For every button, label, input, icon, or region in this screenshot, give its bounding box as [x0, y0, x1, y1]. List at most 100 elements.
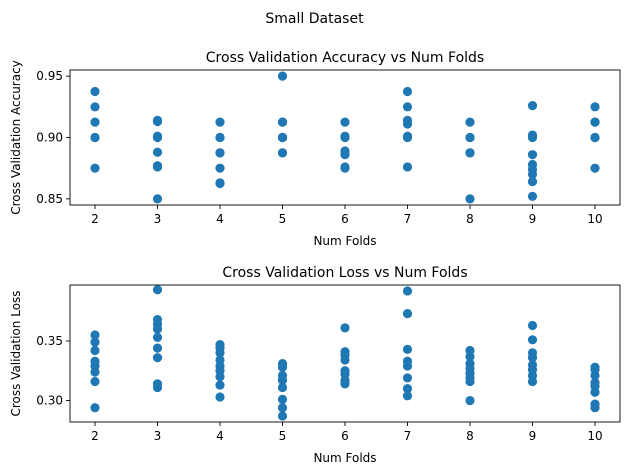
loss-point-57 [465, 395, 475, 406]
accuracy-point-2 [90, 117, 100, 127]
loss-point-59 [527, 335, 538, 345]
loss-point-12 [152, 332, 163, 343]
loss-point-46 [402, 361, 413, 371]
accuracy-point-21 [215, 178, 225, 188]
loss-subplot: Cross Validation Loss vs Num Folds 2 3 4 5 6… [9, 265, 621, 465]
accuracy-point-7 [152, 116, 163, 127]
loss-x-tick-label: 4 [216, 429, 224, 443]
accuracy-points [90, 71, 600, 204]
accuracy-x-tick-label: 7 [404, 212, 412, 226]
loss-points [90, 285, 600, 421]
accuracy-point-24 [277, 117, 288, 127]
loss-point-37 [340, 355, 350, 365]
accuracy-point-38 [402, 102, 413, 112]
accuracy-y-tick-label: 0.90 [36, 131, 63, 145]
loss-point-33 [277, 411, 288, 421]
loss-point-48 [402, 384, 413, 394]
accuracy-y-ticks: 0.85 0.90 0.95 [36, 69, 70, 206]
accuracy-point-0 [90, 86, 100, 97]
accuracy-point-48 [465, 148, 475, 158]
loss-x-tick-label: 6 [341, 429, 349, 443]
accuracy-point-42 [402, 132, 413, 143]
loss-point-61 [527, 353, 538, 363]
loss-x-tick-label: 3 [154, 429, 162, 443]
loss-x-tick-label: 7 [404, 429, 412, 443]
accuracy-point-5 [90, 163, 100, 173]
accuracy-point-19 [215, 163, 225, 173]
loss-point-47 [402, 373, 413, 383]
accuracy-point-63 [590, 132, 600, 143]
accuracy-point-57 [527, 177, 538, 187]
loss-x-tick-label: 8 [466, 429, 474, 443]
accuracy-point-13 [152, 194, 163, 204]
accuracy-point-30 [340, 117, 350, 127]
loss-point-43 [402, 308, 413, 319]
loss-point-19 [215, 348, 225, 358]
accuracy-point-46 [465, 132, 475, 143]
loss-point-71 [590, 387, 600, 397]
accuracy-point-37 [402, 86, 413, 97]
loss-point-29 [277, 375, 288, 385]
accuracy-point-29 [277, 148, 288, 158]
accuracy-point-1 [90, 102, 100, 112]
loss-point-44 [402, 344, 413, 354]
loss-point-34 [340, 323, 350, 333]
loss-point-68 [590, 370, 600, 381]
accuracy-point-49 [465, 194, 475, 204]
loss-point-58 [527, 320, 538, 331]
loss-x-axis-label: Num Folds [313, 451, 376, 465]
accuracy-point-43 [402, 162, 413, 172]
loss-point-16 [152, 382, 163, 393]
accuracy-x-tick-label: 5 [279, 212, 287, 226]
accuracy-point-22 [277, 71, 288, 81]
loss-point-1 [90, 337, 100, 347]
loss-point-73 [590, 403, 600, 413]
loss-y-tick-label: 0.30 [36, 394, 63, 408]
loss-chart-title: Cross Validation Loss vs Num Folds [222, 265, 467, 281]
loss-point-41 [340, 379, 350, 389]
accuracy-x-tick-label: 10 [587, 212, 602, 226]
accuracy-point-14 [215, 117, 225, 127]
loss-point-30 [277, 382, 288, 393]
loss-y-ticks: 0.30 0.35 [36, 334, 70, 408]
loss-point-2 [90, 345, 100, 356]
loss-point-23 [215, 372, 225, 382]
loss-point-56 [465, 376, 475, 387]
accuracy-point-40 [402, 119, 413, 129]
accuracy-y-tick-label: 0.85 [36, 192, 63, 206]
accuracy-point-59 [590, 102, 600, 112]
accuracy-point-50 [527, 100, 538, 111]
accuracy-x-tick-label: 3 [154, 212, 162, 226]
loss-y-tick-label: 0.35 [36, 334, 63, 348]
accuracy-point-27 [277, 132, 288, 143]
accuracy-point-61 [590, 117, 600, 127]
accuracy-chart-title: Cross Validation Accuracy vs Num Folds [206, 50, 484, 66]
loss-point-49 [402, 391, 413, 401]
loss-point-31 [277, 394, 288, 404]
accuracy-x-tick-label: 4 [216, 212, 224, 226]
accuracy-subplot: Cross Validation Accuracy vs Num Folds 2… [9, 50, 621, 248]
accuracy-point-44 [465, 117, 475, 127]
loss-point-32 [277, 403, 288, 413]
loss-point-24 [215, 380, 225, 390]
loss-point-13 [152, 343, 163, 353]
loss-point-6 [90, 376, 100, 387]
accuracy-y-axis-label: Cross Validation Accuracy [9, 60, 23, 215]
loss-point-25 [215, 392, 225, 402]
accuracy-x-tick-label: 9 [529, 212, 537, 226]
loss-x-tick-label: 2 [91, 429, 99, 443]
loss-point-14 [152, 353, 163, 363]
loss-x-tick-label: 5 [279, 429, 287, 443]
loss-point-0 [90, 330, 100, 340]
loss-point-11 [152, 324, 163, 334]
loss-point-42 [402, 286, 413, 296]
accuracy-x-tick-label: 6 [341, 212, 349, 226]
accuracy-y-tick-label: 0.95 [36, 69, 63, 83]
accuracy-point-58 [527, 191, 538, 202]
loss-x-tick-label: 9 [529, 429, 537, 443]
loss-point-65 [527, 376, 538, 387]
accuracy-point-53 [527, 150, 538, 160]
loss-x-ticks: 2 3 4 5 6 7 8 9 10 [91, 422, 603, 443]
accuracy-point-34 [340, 150, 350, 160]
